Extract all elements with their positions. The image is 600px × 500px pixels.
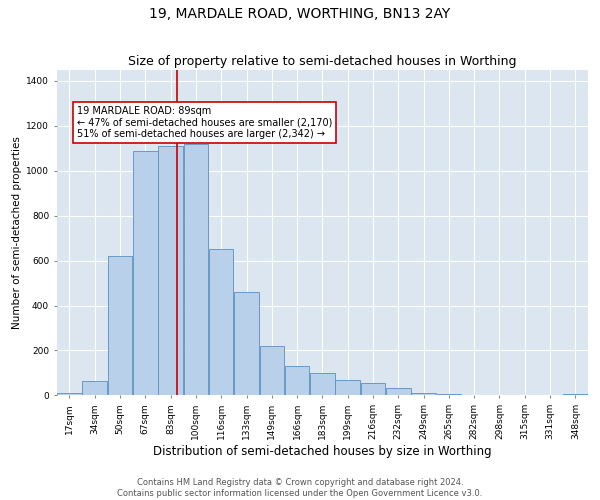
Bar [82,381,107,396]
Bar [361,383,385,396]
Bar [260,346,284,396]
Bar [158,146,183,396]
Title: Size of property relative to semi-detached houses in Worthing: Size of property relative to semi-detach… [128,56,517,68]
Y-axis label: Number of semi-detached properties: Number of semi-detached properties [12,136,22,329]
Bar [412,393,436,396]
Bar [184,144,208,396]
Text: 19 MARDALE ROAD: 89sqm
← 47% of semi-detached houses are smaller (2,170)
51% of : 19 MARDALE ROAD: 89sqm ← 47% of semi-det… [77,106,332,139]
Bar [437,394,461,396]
Bar [57,393,82,396]
Bar [108,256,133,396]
Bar [133,150,158,396]
X-axis label: Distribution of semi-detached houses by size in Worthing: Distribution of semi-detached houses by … [153,445,492,458]
Bar [462,395,487,396]
Bar [310,373,335,396]
Bar [563,394,587,396]
Text: Contains HM Land Registry data © Crown copyright and database right 2024.
Contai: Contains HM Land Registry data © Crown c… [118,478,482,498]
Bar [234,292,259,396]
Bar [335,380,360,396]
Text: 19, MARDALE ROAD, WORTHING, BN13 2AY: 19, MARDALE ROAD, WORTHING, BN13 2AY [149,8,451,22]
Bar [285,366,310,396]
Bar [209,250,233,396]
Bar [386,388,410,396]
